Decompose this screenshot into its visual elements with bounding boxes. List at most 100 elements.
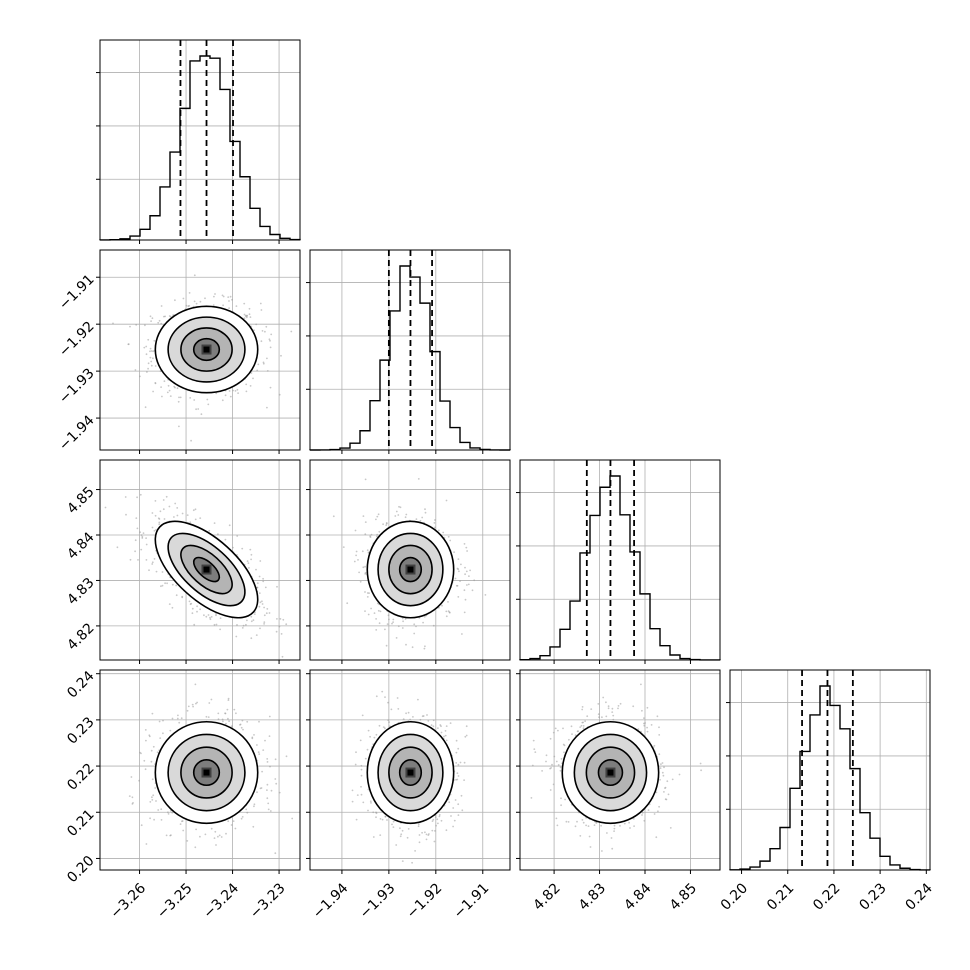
sample-point [435,824,437,827]
sample-point [165,834,168,837]
sample-point [459,580,461,582]
sample-point [192,509,195,512]
sample-point [405,712,407,715]
sample-point [205,715,208,718]
sample-point [255,568,257,571]
sample-point [208,702,211,704]
sample-point [290,330,293,333]
sample-point [454,799,457,801]
sample-point [179,396,182,399]
sample-point [360,793,363,796]
sample-point [368,592,370,594]
sample-point [440,819,443,822]
sample-point [455,762,458,764]
sample-point [260,309,263,311]
sample-point [161,395,163,398]
sample-point [188,292,191,294]
sample-point [256,586,259,589]
sample-point [140,534,143,536]
sample-point [145,843,148,845]
sample-point [457,747,460,750]
sample-point [253,805,255,808]
sample-point [465,570,468,573]
sample-point [131,803,134,805]
sample-point [656,715,659,718]
y-tick-label: 4.83 [64,575,97,608]
panel-frame [309,459,511,661]
sample-point [161,571,164,573]
sample-point [557,729,559,732]
sample-point [367,613,370,616]
sample-point [197,408,200,410]
sample-point [149,817,151,820]
sample-point [443,735,445,738]
sample-point [263,614,266,617]
sample-point [396,697,399,699]
sample-point [150,760,153,763]
sample-point [227,820,230,823]
sample-point [276,618,278,620]
sample-point [463,589,466,592]
sample-point [364,533,367,536]
sample-point [256,744,258,746]
sample-point [116,546,119,549]
sample-point [360,774,363,777]
sample-point [245,808,248,811]
sample-point [239,723,242,726]
sample-point [159,737,162,739]
sample-point [150,350,153,352]
sample-point [274,758,277,761]
sample-point [388,618,390,621]
sample-point [151,526,154,529]
sample-point [150,749,153,752]
sample-point [541,770,543,772]
sample-point [460,794,463,797]
sample-point [699,762,702,765]
sample-point [195,302,198,305]
sample-point [149,315,152,318]
sample-point [144,729,147,731]
sample-point [152,745,155,748]
sample-point [265,325,268,328]
sample-point [440,725,442,728]
sample-point [243,313,246,316]
sample-point [230,824,233,826]
sample-point [214,293,216,295]
sample-point [353,560,356,563]
sample-point [235,305,238,307]
sample-point [375,629,378,631]
sample-point [135,324,138,326]
sample-point [417,825,420,828]
sample-point [459,761,462,764]
density-contours [366,520,455,619]
sample-point [160,386,162,388]
sample-point [262,577,264,580]
sample-point [432,818,435,821]
sample-point [210,698,213,701]
sample-point [434,526,436,529]
sample-point [215,844,217,846]
sample-point [269,339,271,342]
sample-point [441,604,443,607]
sample-point [397,625,400,628]
sample-point [464,573,466,576]
sample-point [375,816,377,819]
sample-point [370,802,372,804]
sample-point [249,548,252,551]
sample-point [204,833,207,836]
sample-point [440,731,443,734]
sample-point [364,591,366,593]
sample-point [424,511,427,514]
sample-point [255,323,258,326]
sample-point [252,825,255,828]
density-contours [154,720,259,825]
sample-point [445,725,448,727]
sample-point [160,305,163,307]
sample-point [246,720,249,723]
sample-point [552,783,555,786]
sample-point [372,836,375,838]
sample-point [357,559,359,561]
sample-point [449,722,452,724]
sample-point [179,823,182,825]
sample-point [278,791,281,794]
